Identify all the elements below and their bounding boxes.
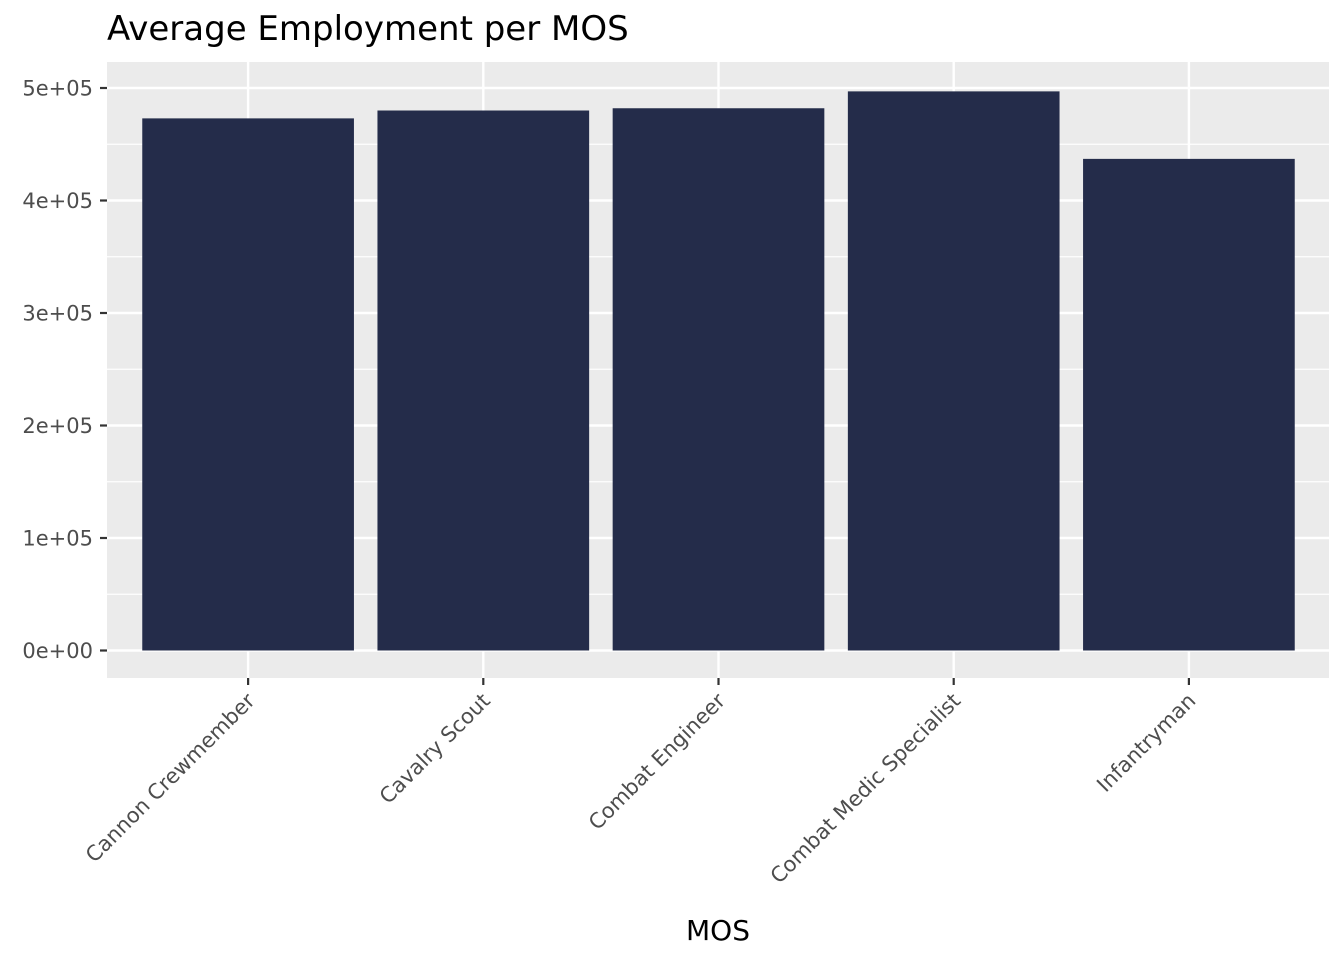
- bar: [612, 108, 825, 651]
- bar: [1083, 158, 1295, 651]
- bar: [847, 91, 1060, 651]
- x-tick-label: Combat Engineer: [584, 688, 730, 834]
- y-axis: 0e+00 1e+05 2e+05 3e+05 4e+05 5e+05: [22, 77, 107, 663]
- y-tick-label: 1e+05: [22, 527, 93, 551]
- x-axis: Cannon Crewmember Cavalry Scout Combat Eng…: [81, 678, 1200, 888]
- bars: [142, 91, 1295, 651]
- y-tick-label: 0e+00: [22, 639, 93, 663]
- x-tick-label: Combat Medic Specialist: [766, 689, 966, 889]
- x-axis-title: MOS: [686, 914, 750, 947]
- bar: [377, 110, 590, 651]
- chart-title: Average Employment per MOS: [107, 9, 629, 49]
- x-tick-label: Cavalry Scout: [375, 689, 495, 809]
- y-tick-label: 5e+05: [22, 77, 93, 101]
- x-tick-label: Infantryman: [1092, 689, 1200, 797]
- bar: [142, 118, 354, 651]
- y-tick-label: 3e+05: [22, 302, 93, 326]
- x-tick-label: Cannon Crewmember: [81, 688, 260, 867]
- y-tick-label: 2e+05: [22, 414, 93, 438]
- y-tick-label: 4e+05: [22, 189, 93, 213]
